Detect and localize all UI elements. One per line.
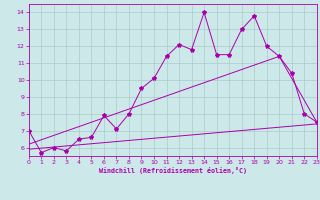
X-axis label: Windchill (Refroidissement éolien,°C): Windchill (Refroidissement éolien,°C) xyxy=(99,167,247,174)
